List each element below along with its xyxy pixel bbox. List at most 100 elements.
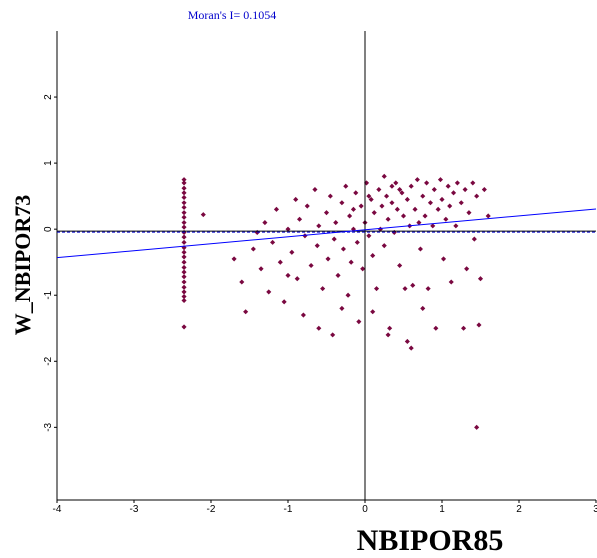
point [345,292,351,298]
point [331,236,337,242]
point [437,177,444,183]
point [366,193,372,199]
point [470,180,476,186]
point [181,214,187,220]
point [181,177,187,183]
y-tick-label: 2 [43,94,54,100]
point [424,180,430,186]
point [181,324,187,330]
point [431,186,437,193]
point [181,279,187,285]
point [239,279,245,285]
point [181,254,187,260]
point [474,424,480,430]
point [181,284,187,290]
point [181,224,187,230]
point [422,213,428,219]
point [381,173,387,179]
point [285,272,291,278]
y-tick-label: -2 [43,356,54,365]
point [181,264,187,271]
point [476,322,482,328]
x-axis-label: NBIPOR85 [357,524,504,557]
point [266,289,272,295]
point [397,186,403,193]
point [316,223,322,229]
point [400,213,407,219]
point [297,216,303,222]
point [312,186,318,193]
point [448,279,454,285]
point [181,180,187,186]
point [404,196,410,202]
point [408,183,414,189]
point [471,236,477,242]
point [181,289,187,295]
point [402,286,408,292]
point [323,210,330,216]
point [360,266,366,272]
x-tick-label: 3 [593,504,597,515]
point [461,325,467,331]
point [370,309,376,315]
point [181,269,187,275]
point [181,185,187,191]
point [293,196,299,202]
x-tick-label: -1 [284,504,293,515]
point [389,200,395,206]
point [181,194,187,201]
point [181,190,187,196]
y-tick-label: 1 [43,160,54,166]
point [474,193,480,199]
point [371,210,377,216]
point [181,294,187,300]
point [417,246,423,252]
y-tick-label: 0 [43,226,54,232]
point [427,200,433,206]
point [347,213,353,219]
point [270,239,276,245]
point [343,183,349,189]
point [308,262,314,269]
x-tick-label: -2 [207,504,216,515]
point [433,325,439,331]
point [262,220,268,226]
point [333,220,339,226]
point [304,203,310,209]
point [277,259,283,265]
point [477,276,484,282]
point [420,193,426,199]
point [250,246,256,252]
y-tick-label: -1 [43,290,54,299]
point [354,239,360,245]
point [181,259,187,265]
point [335,272,341,278]
point [464,266,470,272]
point [339,305,345,311]
point [399,190,405,196]
point [181,200,187,206]
point [420,305,426,311]
point [381,243,387,249]
point [289,249,295,255]
point [439,196,445,202]
point [181,249,187,255]
y-tick-label: -3 [43,422,54,431]
point [451,190,457,196]
point [181,234,187,240]
point [294,276,300,282]
point [314,243,320,249]
point [231,256,237,262]
point [243,309,249,315]
point [258,266,264,272]
point [414,177,420,183]
point [416,220,422,226]
point [410,282,416,288]
point [389,183,395,189]
point [435,206,441,212]
point [356,319,362,325]
x-tick-label: 2 [516,504,522,515]
point [454,180,460,186]
point [330,332,336,338]
point [181,297,187,304]
